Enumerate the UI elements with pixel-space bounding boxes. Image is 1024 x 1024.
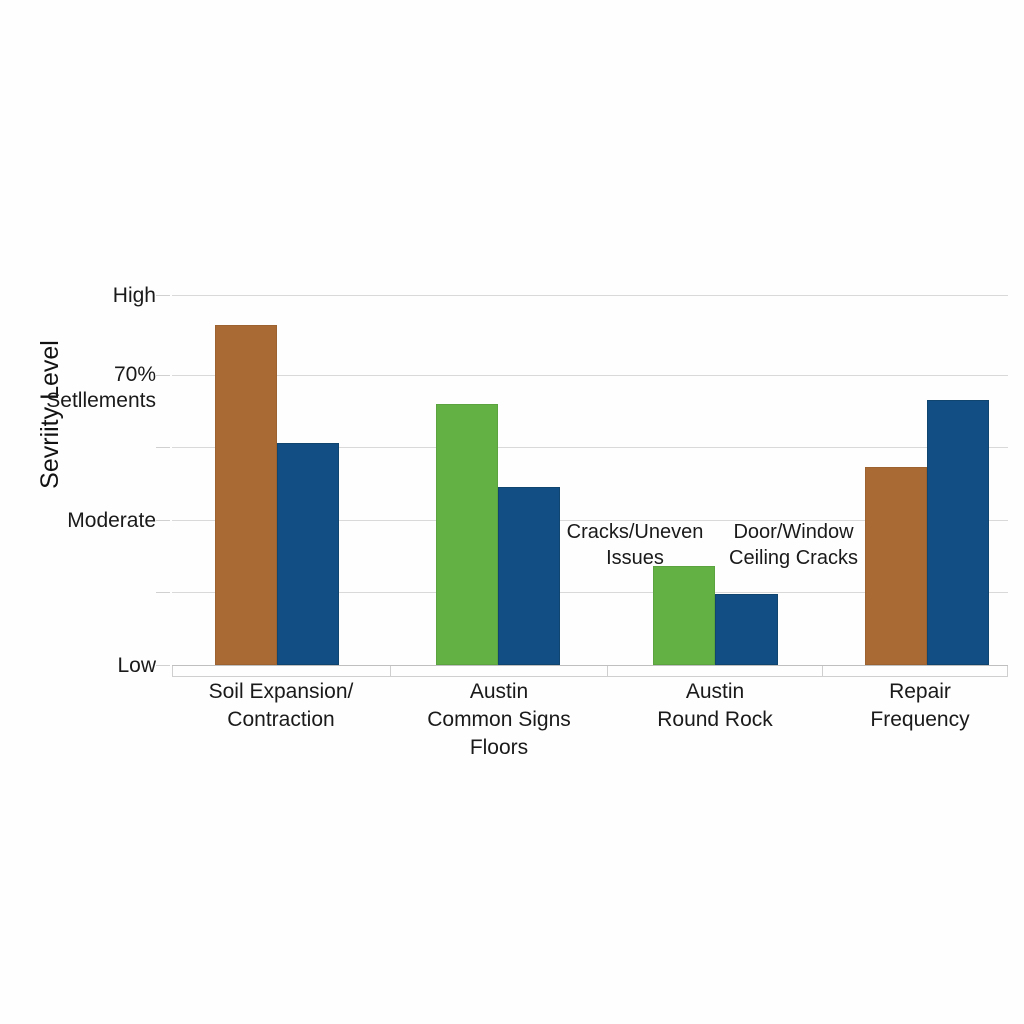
annotation-door-window-ceiling-cracks: Door/Window Ceiling Cracks [729, 521, 858, 569]
annotation-cracks-uneven-issues: Cracks/Uneven Issues [566, 521, 704, 569]
bar-austin-common-signs-series1[interactable] [436, 404, 498, 665]
y-tick-3 [156, 447, 170, 448]
bar-soil-expansion-series1[interactable] [215, 325, 277, 665]
bar-austin-round-rock-series1[interactable] [653, 566, 715, 665]
y-axis-label-settlements: 70% Setllements [46, 363, 156, 412]
gridline-5 [172, 592, 1008, 593]
gridline-low-baseline [172, 665, 1008, 666]
x-axis-tick-0 [172, 666, 173, 677]
gridline-moderate [172, 520, 1008, 521]
bar-repair-frequency-series1[interactable] [865, 467, 927, 665]
bar-austin-round-rock-series2[interactable] [715, 594, 778, 665]
gridline-3 [172, 447, 1008, 448]
y-tick-low [156, 665, 170, 666]
x-category-label-austin-common-signs: Austin Common Signs Floors [427, 680, 571, 759]
y-tick-high [156, 295, 170, 296]
x-axis-tick-4 [1007, 666, 1008, 677]
gridline-high [172, 295, 1008, 296]
x-category-label-repair-frequency: Repair Frequency [870, 680, 970, 731]
x-axis-tick-2 [607, 666, 608, 677]
x-axis-line [172, 676, 1008, 677]
x-category-label-soil-expansion: Soil Expansion/ Contraction [208, 680, 354, 731]
gridline-settlements [172, 375, 1008, 376]
y-tick-5 [156, 592, 170, 593]
y-tick-moderate [156, 520, 170, 521]
x-axis-tick-1 [390, 666, 391, 677]
bar-repair-frequency-series2[interactable] [927, 400, 989, 665]
y-axis-label-moderate: Moderate [67, 509, 156, 532]
x-axis-tick-3 [822, 666, 823, 677]
bar-austin-common-signs-series2[interactable] [498, 487, 560, 665]
bar-soil-expansion-series2[interactable] [277, 443, 339, 665]
y-axis-label-low: Low [117, 654, 156, 677]
x-category-label-austin-round-rock: Austin Round Rock [657, 680, 773, 731]
y-axis-label-high: High [112, 284, 156, 307]
plot-area [156, 295, 1008, 666]
y-tick-settlements [156, 375, 170, 376]
